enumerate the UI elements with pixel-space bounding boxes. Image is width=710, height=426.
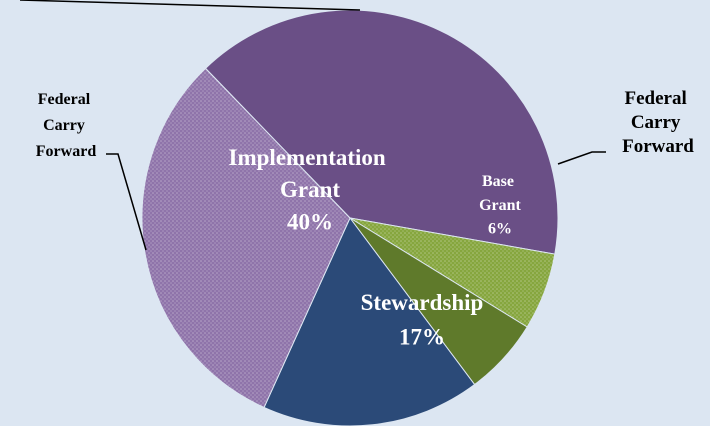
slice-label: Implementation Grant — [229, 145, 392, 202]
slice-pattern — [350, 218, 555, 327]
labels: Implementation Grant 40% Federal Carry For… — [36, 88, 695, 349]
slice — [263, 217, 476, 426]
slice-label: Federal Carry Forward — [622, 88, 694, 157]
value-label: 6% — [488, 221, 512, 238]
slice-label: Federal Carry Forward — [36, 91, 97, 160]
value-label: 17% — [399, 324, 445, 349]
slice-label: Base Grant — [479, 173, 521, 214]
leader-line — [106, 153, 147, 251]
pie — [141, 9, 559, 426]
slice-pattern — [141, 68, 350, 408]
slice-label: Stewardship — [361, 290, 484, 315]
slice — [204, 9, 559, 255]
leader-line — [19, 0, 361, 11]
value-label: 40% — [287, 209, 333, 234]
leader-line — [557, 151, 606, 165]
